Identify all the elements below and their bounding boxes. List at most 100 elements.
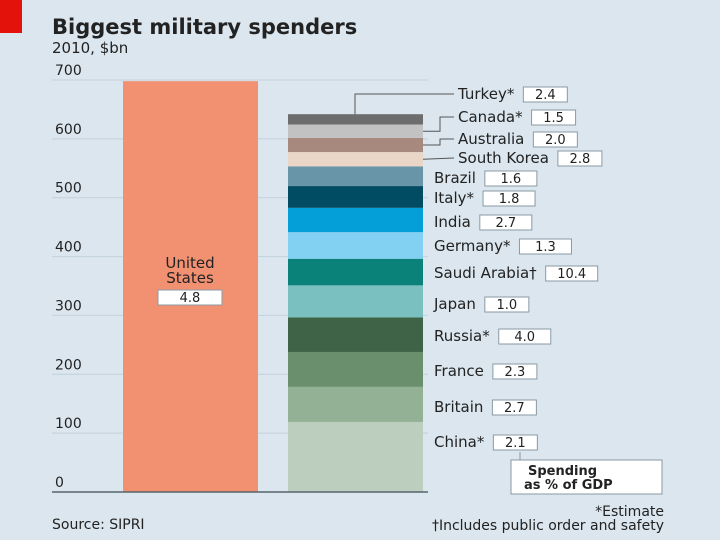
us-label-line1: United	[165, 254, 214, 272]
gdp-box	[557, 150, 603, 167]
gdp-value: 2.0	[545, 133, 566, 148]
y-tick-label: 300	[55, 298, 82, 314]
us-gdp-box	[157, 289, 223, 306]
label-connectors	[354, 93, 455, 160]
us-gdp-value: 4.8	[180, 291, 201, 306]
gdp-value: 2.1	[505, 436, 526, 451]
stack-segment	[288, 124, 423, 138]
corner-accent	[0, 0, 22, 33]
country-name: China*	[434, 433, 485, 451]
stack-segment	[288, 152, 423, 167]
gdp-box	[482, 190, 536, 207]
stacked-bar	[288, 114, 423, 492]
y-tick-label: 400	[55, 240, 82, 256]
country-name: Turkey*	[457, 85, 515, 103]
stack-segment	[288, 166, 423, 187]
us-label-line2: States	[166, 269, 214, 287]
country-label-group: Turkey* 2.4	[457, 85, 568, 103]
country-name: India	[434, 213, 471, 231]
country-name: Saudi Arabia†	[434, 264, 537, 282]
gdp-value: 1.8	[499, 192, 520, 207]
gdp-box	[492, 434, 538, 451]
country-name: Australia	[458, 130, 524, 148]
country-label-group: Italy* 1.8	[434, 189, 536, 207]
gdp-box	[484, 170, 538, 187]
country-label-group: Russia* 4.0	[434, 327, 552, 345]
stack-segment	[288, 317, 423, 352]
connector-line	[422, 157, 455, 160]
stack-segment	[288, 386, 423, 422]
gdp-box	[545, 265, 599, 282]
connector-line	[423, 138, 454, 146]
gdp-value: 1.5	[543, 111, 564, 126]
gdp-value: 10.4	[557, 267, 586, 282]
country-name: Canada*	[458, 108, 523, 126]
country-name: France	[434, 362, 484, 380]
gdp-value: 2.8	[570, 152, 591, 167]
gdp-box	[479, 214, 533, 231]
country-label-group: Brazil 1.6	[434, 169, 538, 187]
legend-box: Spending as % of GDP	[510, 452, 663, 495]
stack-segment	[288, 186, 423, 208]
gdp-box	[492, 363, 538, 380]
estimate-note: *Estimate	[595, 504, 664, 520]
y-tick-label: 100	[55, 416, 82, 432]
country-name: South Korea	[458, 149, 549, 167]
stack-segment	[288, 351, 423, 387]
gdp-value: 2.7	[495, 216, 516, 231]
y-axis-ticks: 0 100 200 300 400 500 600 700	[55, 63, 82, 491]
us-bar	[123, 81, 258, 493]
country-labels: China* 2.1 Britain 2.7 France 2.3 Russia* 4.0 Ja…	[433, 85, 603, 451]
y-tick-label: 200	[55, 357, 82, 373]
stack-segment	[288, 114, 423, 125]
stack-segment	[288, 232, 423, 259]
stack-segment	[288, 258, 423, 286]
country-label-group: India 2.7	[434, 213, 533, 231]
gdp-box	[531, 109, 577, 126]
gdp-value: 1.6	[501, 172, 522, 187]
gdp-value: 4.0	[514, 330, 535, 345]
us-bar-group: United States 4.8	[123, 81, 258, 493]
country-name: Italy*	[434, 189, 475, 207]
gdp-value: 2.7	[504, 401, 525, 416]
dagger-note: †Includes public order and safety	[432, 518, 664, 534]
gdp-box	[498, 328, 552, 345]
country-label-group: China* 2.1	[434, 433, 538, 451]
country-name: Japan	[433, 295, 476, 313]
gdp-value: 1.3	[535, 240, 556, 255]
gdp-value: 2.3	[505, 365, 526, 380]
gdp-value: 2.4	[535, 88, 556, 103]
legend-box-line1: Spending	[528, 464, 597, 479]
y-tick-label: 0	[55, 475, 64, 491]
country-name: Britain	[434, 398, 483, 416]
country-label-group: Japan 1.0	[433, 295, 530, 313]
country-label-group: Saudi Arabia† 10.4	[434, 264, 599, 282]
country-label-group: South Korea 2.8	[458, 149, 603, 167]
country-name: Brazil	[434, 169, 476, 187]
country-label-group: Britain 2.7	[434, 398, 537, 416]
country-name: Germany*	[434, 237, 511, 255]
stack-segment	[288, 207, 423, 233]
stack-segment	[288, 421, 423, 492]
y-tick-label: 700	[55, 63, 82, 79]
country-name: Russia*	[434, 327, 490, 345]
country-label-group: France 2.3	[434, 362, 538, 380]
gdp-box	[532, 131, 578, 148]
gdp-box	[522, 86, 568, 103]
chart-title: Biggest military spenders	[52, 15, 357, 39]
country-label-group: Australia 2.0	[458, 130, 578, 148]
country-label-group: Canada* 1.5	[458, 108, 577, 126]
source-note: Source: SIPRI	[52, 517, 145, 533]
gdp-box	[491, 399, 537, 416]
stack-segment	[288, 285, 423, 318]
y-tick-label: 500	[55, 181, 82, 197]
connector-line	[354, 93, 454, 115]
stack-segment	[288, 137, 423, 153]
connector-line	[423, 116, 454, 132]
gdp-box	[518, 238, 572, 255]
legend-box-line2: as % of GDP	[524, 478, 613, 493]
gdp-value: 1.0	[497, 298, 518, 313]
y-tick-label: 600	[55, 122, 82, 138]
